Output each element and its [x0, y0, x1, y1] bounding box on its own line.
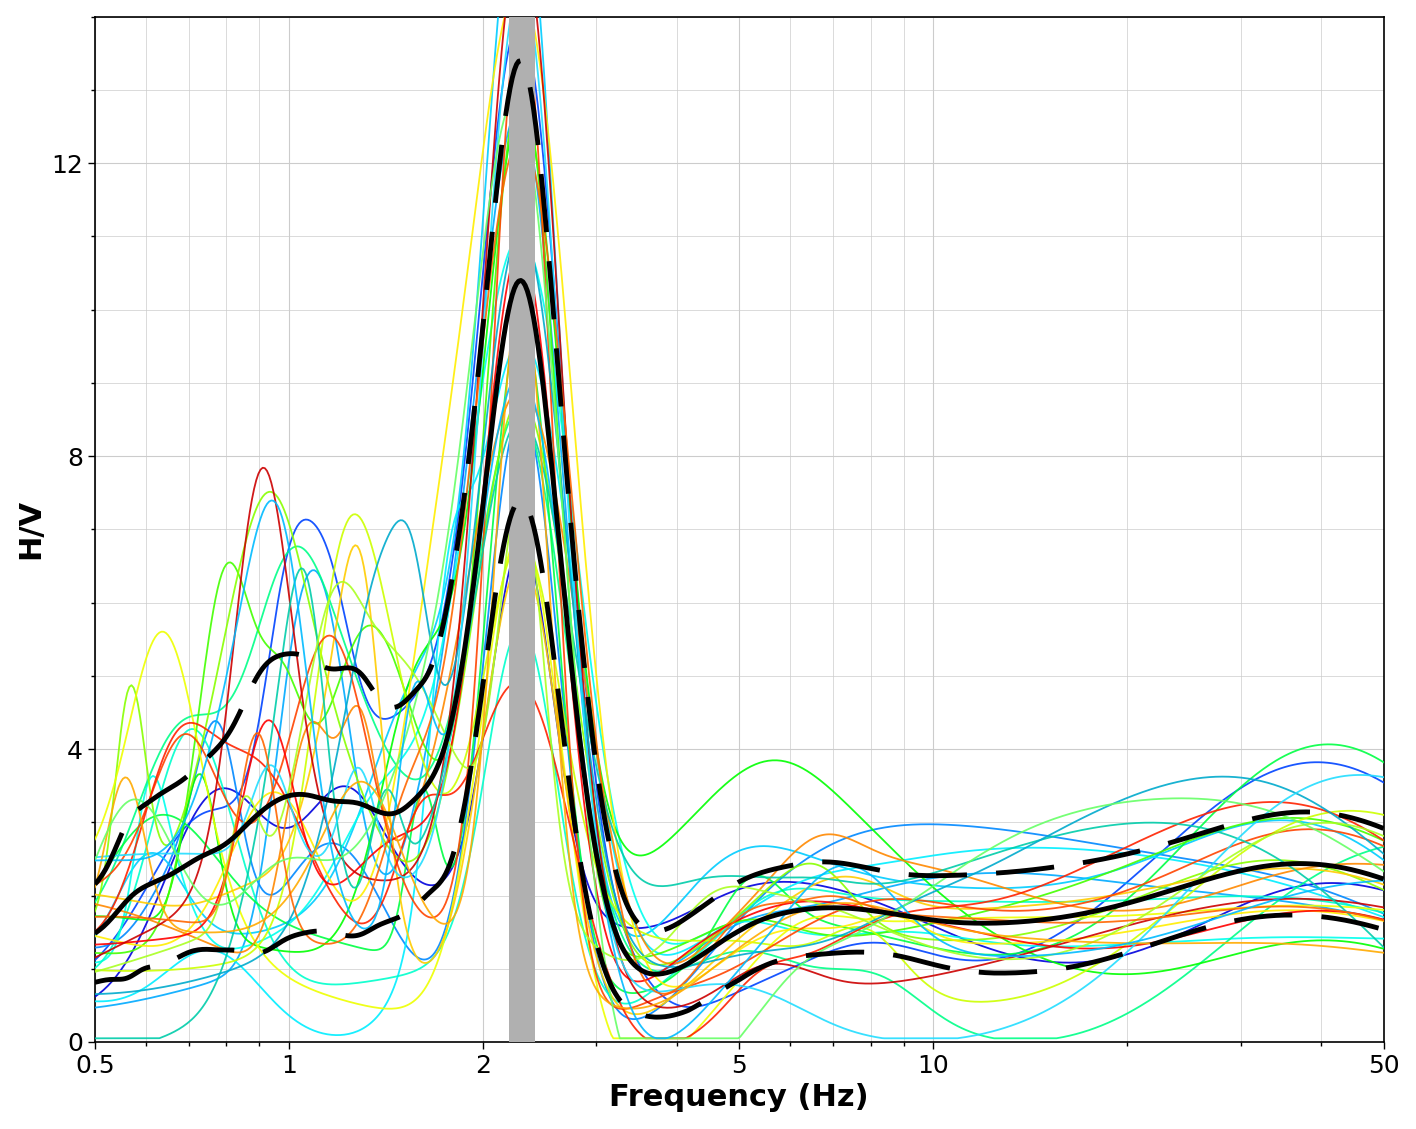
Bar	[510, 17, 534, 1042]
Y-axis label: H/V: H/V	[17, 499, 45, 559]
X-axis label: Frequency (Hz): Frequency (Hz)	[609, 1084, 869, 1112]
